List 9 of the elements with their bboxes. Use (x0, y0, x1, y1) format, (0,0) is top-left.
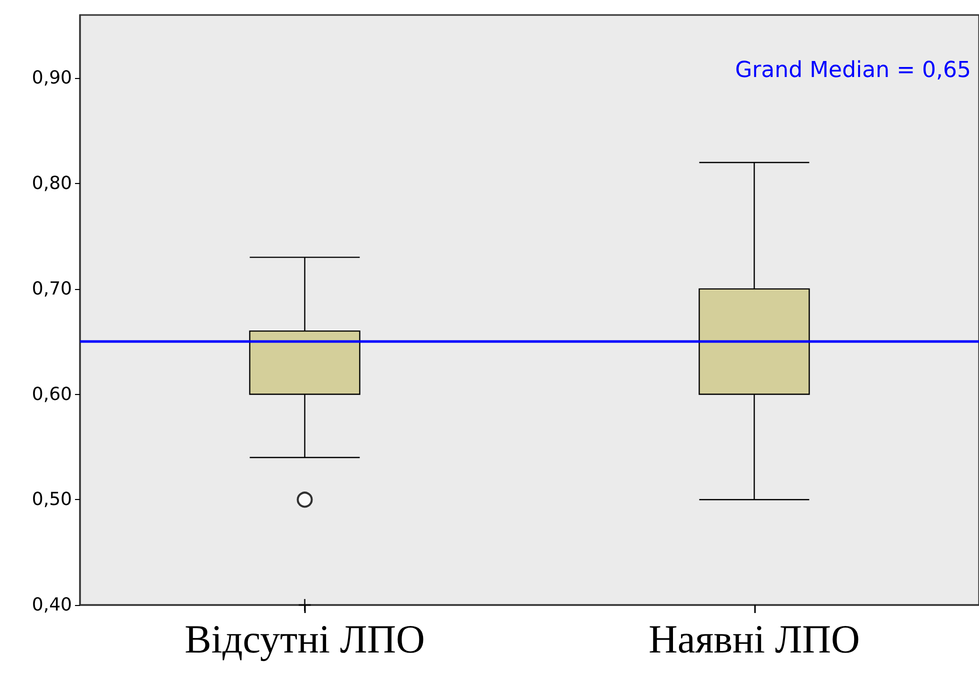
y-tick-label: 0,90 (32, 68, 72, 89)
y-tick-label: 0,60 (32, 384, 72, 405)
ref-line-label: Grand Median = 0,65 (735, 58, 971, 84)
y-tick-label: 0,50 (32, 489, 72, 510)
y-tick-label: 0,40 (32, 594, 72, 616)
y-tick-label: 0,70 (32, 278, 72, 300)
y-tick-label: 0,80 (32, 173, 72, 194)
x-tick-label: Наявні ЛПО (648, 616, 860, 662)
x-tick-label: Відсутні ЛПО (184, 616, 425, 662)
